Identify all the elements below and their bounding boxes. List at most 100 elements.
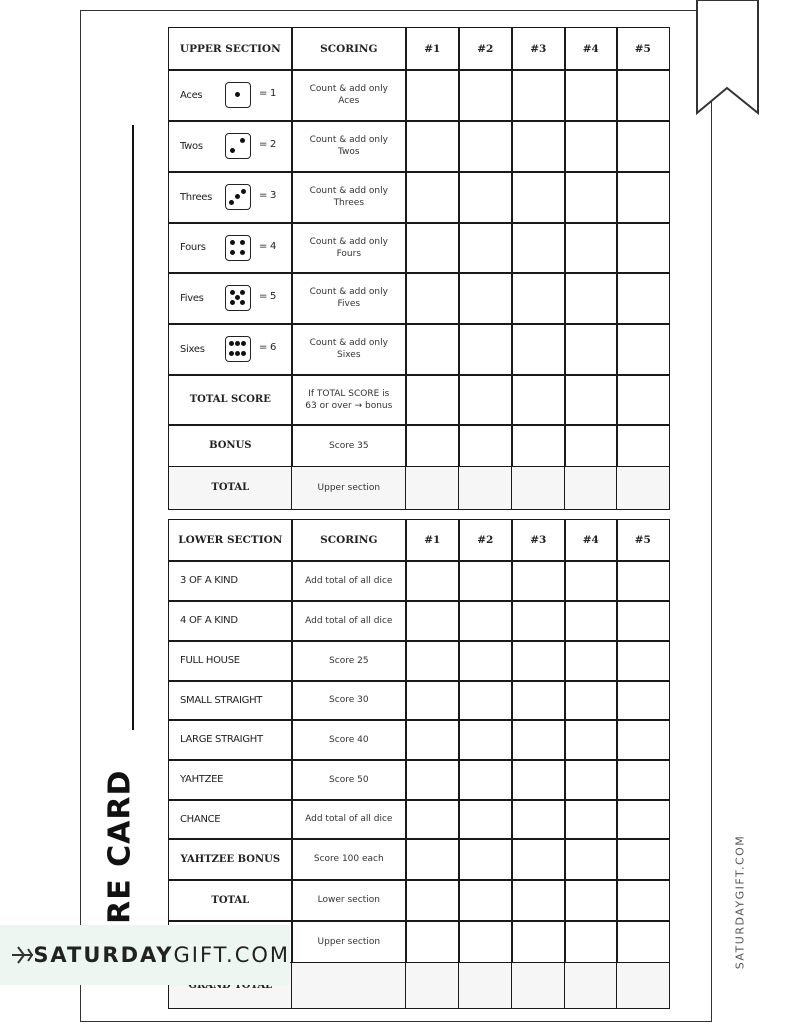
die-equals: = 4 <box>259 240 277 252</box>
label-text: Sixes <box>180 343 205 355</box>
row-label: LARGE STRAIGHT <box>168 719 293 761</box>
score-entry-cell <box>458 962 513 1009</box>
score-entry-cell <box>511 69 566 122</box>
score-entry-cell <box>511 560 566 602</box>
score-entry-cell <box>405 879 460 922</box>
scoring-cell: Count & add only Twos <box>291 120 407 173</box>
die-pip <box>229 249 235 255</box>
die-pip <box>235 295 240 301</box>
scoring-cell: If TOTAL SCORE is 63 or over → bonus <box>291 374 407 426</box>
column-header: #3 <box>511 27 566 71</box>
scoring-cell: Score 50 <box>291 759 407 801</box>
score-entry-cell <box>405 600 460 642</box>
scoring-text: Upper section <box>317 936 381 947</box>
score-entry-cell <box>405 962 460 1009</box>
score-entry-cell <box>405 374 460 426</box>
label-text: LARGE STRAIGHT <box>180 734 263 746</box>
column-header: #5 <box>616 519 670 562</box>
page-frame <box>80 10 712 1022</box>
die <box>225 234 251 261</box>
score-entry-cell <box>616 799 670 840</box>
score-entry-cell <box>564 120 618 173</box>
row-label: Threes = 3 <box>168 171 293 224</box>
label-text: Fours <box>180 242 206 254</box>
score-entry-cell <box>458 879 513 922</box>
column-header: #5 <box>616 27 670 71</box>
column-header: #1 <box>405 519 460 562</box>
score-entry-cell <box>564 222 618 274</box>
scoring-cell: Count & add only Aces <box>291 69 407 122</box>
die-pip <box>240 239 246 245</box>
scoring-text: Count & add only Fours <box>309 236 388 259</box>
score-entry-cell <box>511 600 566 642</box>
score-entry-cell <box>564 920 618 964</box>
scoring-text: Upper section <box>317 482 381 493</box>
score-entry-cell <box>405 799 460 840</box>
die-pip <box>235 194 240 200</box>
row-label: 4 OF A KIND <box>168 600 293 642</box>
watermark-bold: SATURDAY <box>33 943 174 967</box>
side-watermark: SATURDAYGIFT.COM <box>733 834 747 970</box>
score-entry-cell <box>511 272 566 325</box>
die <box>225 133 251 160</box>
score-entry-cell <box>405 920 460 964</box>
die-pip <box>240 290 246 296</box>
score-entry-cell <box>458 120 513 173</box>
score-entry-cell <box>511 171 566 224</box>
bookmark-ribbon <box>696 0 759 116</box>
score-entry-cell <box>511 323 566 376</box>
row-label: SMALL STRAIGHT <box>168 680 293 721</box>
label-text: Aces <box>180 89 203 101</box>
score-entry-cell <box>564 600 618 642</box>
scoring-cell: Count & add only Sixes <box>291 323 407 376</box>
scoring-cell: Lower section <box>291 879 407 922</box>
score-entry-cell <box>564 640 618 682</box>
score-entry-cell <box>564 69 618 122</box>
scoring-cell: Score 40 <box>291 719 407 761</box>
row-label: FULL HOUSE <box>168 640 293 682</box>
score-entry-cell <box>616 920 670 964</box>
column-header: #1 <box>405 27 460 71</box>
scoring-cell: Add total of all dice <box>291 799 407 840</box>
label-text: YAHTZEE BONUS <box>180 853 281 865</box>
score-entry-cell <box>511 962 566 1009</box>
scoring-cell: Add total of all dice <box>291 560 407 602</box>
die-pip <box>241 351 247 357</box>
section-header: LOWER SECTION <box>168 519 293 562</box>
die-pip <box>240 138 246 144</box>
scoring-cell: Add total of all dice <box>291 600 407 642</box>
score-entry-cell <box>458 838 513 881</box>
score-entry-cell <box>405 222 460 274</box>
score-entry-cell <box>616 759 670 801</box>
scoring-text: Count & add only Threes <box>309 186 388 209</box>
score-entry-cell <box>458 920 513 964</box>
score-entry-cell <box>511 640 566 682</box>
side-watermark-box: SATURDAYGIFT.COM <box>728 830 752 990</box>
scoring-text: If TOTAL SCORE is 63 or over → bonus <box>305 388 393 411</box>
row-label: BONUS <box>168 424 293 468</box>
score-entry-cell <box>564 680 618 721</box>
label-text: Fives <box>180 292 204 304</box>
side-rule <box>132 125 134 730</box>
row-label: TOTAL SCORE <box>168 374 293 426</box>
die-pip <box>235 351 240 357</box>
die-equals: = 3 <box>259 190 277 202</box>
score-entry-cell <box>405 838 460 881</box>
scoring-cell: Count & add only Fours <box>291 222 407 274</box>
score-entry-cell <box>564 424 618 468</box>
score-entry-cell <box>564 799 618 840</box>
scoring-text: Score 100 each <box>313 854 384 865</box>
scoring-text: Score 30 <box>329 695 369 706</box>
score-entry-cell <box>511 879 566 922</box>
label-text: TOTAL <box>211 482 250 494</box>
row-label: Aces = 1 <box>168 69 293 122</box>
scoring-text: Lower section <box>317 895 380 906</box>
score-entry-cell <box>564 466 618 510</box>
label-text: 4 OF A KIND <box>180 615 238 627</box>
die <box>225 82 251 109</box>
score-entry-cell <box>405 466 460 510</box>
score-entry-cell <box>458 560 513 602</box>
die-pip <box>229 300 235 306</box>
score-entry-cell <box>511 120 566 173</box>
